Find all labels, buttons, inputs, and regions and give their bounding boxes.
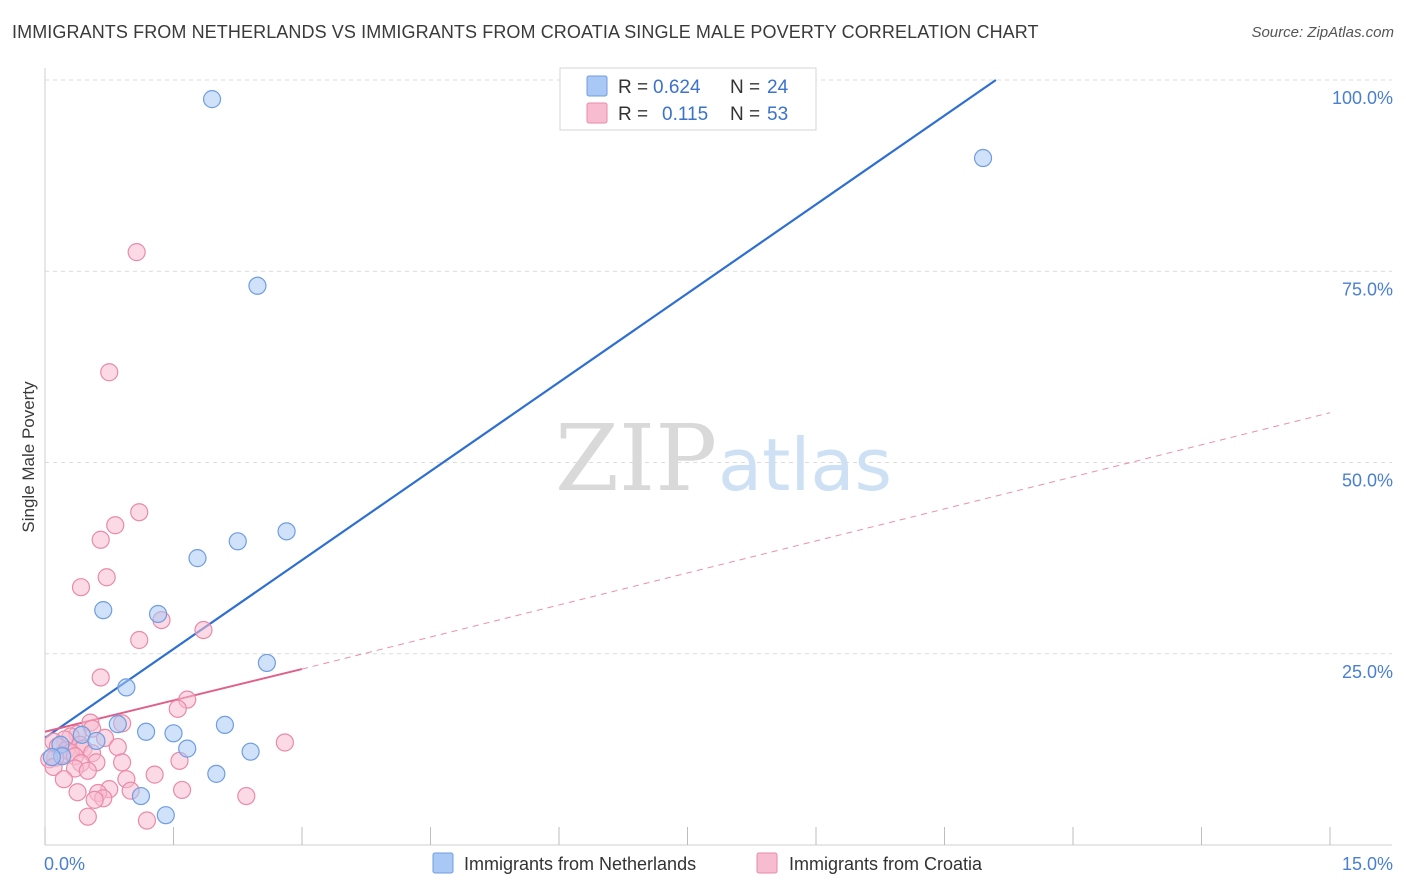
point-netherlands [42, 747, 61, 767]
y-tick-label: 100.0% [1332, 88, 1393, 108]
point-netherlands [202, 90, 222, 109]
point-netherlands [117, 678, 136, 697]
legend-r-label-croatia: R = [618, 104, 648, 125]
points-layer [40, 90, 993, 830]
legend-r-label-netherlands: R = [618, 77, 648, 98]
source-label: Source: ZipAtlas.com [1251, 24, 1394, 41]
point-netherlands [248, 276, 267, 295]
bottom-legend: Immigrants from Netherlands Immigrants f… [432, 852, 983, 874]
point-netherlands [241, 742, 260, 761]
bottom-legend-label-croatia: Immigrants from Croatia [789, 854, 983, 874]
point-croatia [275, 733, 294, 752]
watermark: ZIP atlas [555, 405, 892, 512]
point-croatia [127, 243, 146, 262]
point-netherlands [973, 148, 993, 168]
point-croatia [108, 737, 127, 757]
x-tick-label-max: 15.0% [1342, 854, 1393, 874]
point-netherlands [87, 731, 106, 751]
point-croatia [112, 753, 132, 772]
bottom-legend-swatch-croatia [756, 852, 778, 874]
point-croatia [54, 770, 73, 789]
point-croatia [145, 765, 164, 784]
point-netherlands [164, 724, 183, 743]
legend-r-value-croatia: 0.115 [662, 104, 708, 125]
point-netherlands [148, 604, 168, 624]
point-netherlands [94, 601, 113, 620]
legend-n-value-netherlands: 24 [767, 77, 789, 98]
axis-layer: 25.0% 50.0% 75.0% 100.0% 0.0% 15.0% [44, 68, 1393, 874]
trendline-croatia-extension [301, 412, 1331, 670]
point-croatia [71, 578, 91, 597]
x-tick-label-min: 0.0% [44, 854, 85, 874]
legend-n-label-croatia: N = [730, 104, 760, 125]
watermark-zip: ZIP [555, 405, 717, 512]
point-netherlands [156, 806, 175, 825]
point-netherlands [108, 715, 127, 734]
y-tick-label: 25.0% [1342, 662, 1393, 682]
point-netherlands [277, 522, 296, 541]
point-netherlands [188, 549, 207, 568]
point-croatia [130, 503, 149, 522]
point-croatia [194, 620, 213, 640]
point-croatia [172, 780, 192, 800]
y-tick-label: 75.0% [1342, 279, 1393, 299]
legend-r-value-netherlands: 0.624 [653, 77, 701, 98]
point-croatia [130, 630, 149, 650]
point-croatia [237, 786, 256, 806]
watermark-atlas: atlas [718, 423, 892, 507]
y-axis-label: Single Male Poverty [19, 381, 38, 533]
point-netherlands [131, 786, 151, 806]
point-netherlands [257, 653, 276, 673]
legend-swatch-croatia [586, 102, 608, 124]
trendline-netherlands [44, 79, 997, 739]
y-tick-label: 50.0% [1342, 471, 1393, 491]
point-netherlands [178, 739, 197, 758]
bottom-legend-swatch-netherlands [432, 852, 454, 874]
point-croatia [68, 783, 87, 802]
point-croatia [100, 363, 119, 382]
point-netherlands [215, 715, 234, 734]
legend-n-label-netherlands: N = [730, 77, 760, 98]
point-croatia [91, 530, 110, 549]
legend-n-value-croatia: 53 [767, 104, 788, 125]
point-croatia [106, 516, 125, 535]
grid-layer [45, 79, 1392, 655]
legend-swatch-netherlands [586, 75, 608, 97]
chart-title: IMMIGRANTS FROM NETHERLANDS VS IMMIGRANT… [12, 22, 1039, 42]
bottom-legend-label-netherlands: Immigrants from Netherlands [464, 854, 696, 874]
point-croatia [85, 790, 104, 809]
point-croatia [78, 761, 97, 780]
point-croatia [137, 811, 157, 830]
point-croatia [78, 807, 97, 826]
point-netherlands [207, 764, 226, 783]
point-croatia [168, 699, 187, 718]
point-netherlands [228, 532, 247, 551]
point-croatia [97, 568, 116, 587]
point-netherlands [136, 722, 156, 741]
top-legend: R = 0.624 N = 24 R = 0.115 N = 53 [559, 67, 817, 131]
point-croatia [91, 668, 110, 687]
